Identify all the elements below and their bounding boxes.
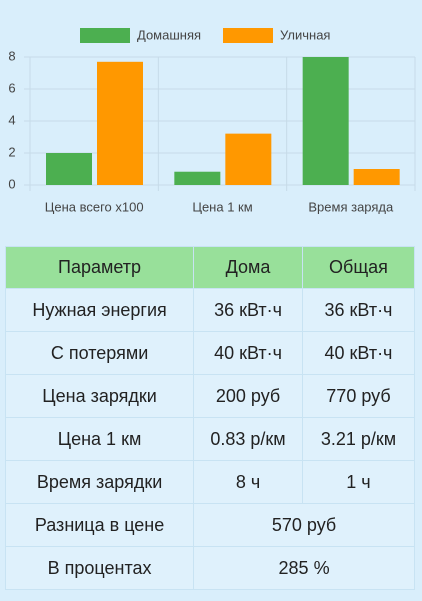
table-cell: Цена 1 км — [4, 417, 195, 461]
table-row: В процентах 285 % — [4, 546, 415, 590]
table-row: Цена зарядки 200 руб 770 руб — [4, 374, 416, 418]
chart: 0 2 4 6 8 Домашняя Уличная Цена всего x100 Цена … — [8, 27, 416, 214]
bar — [174, 171, 221, 185]
y-tick-label: 4 — [8, 112, 15, 127]
table-body: Нужная энергия 36 кВт·ч 36 кВт·ч С потерями… — [4, 288, 416, 590]
x-tick-label: Время заряда — [308, 199, 394, 214]
table-cell: Разница в цене — [4, 503, 195, 547]
table-cell: 200 руб — [193, 374, 303, 418]
table-cell: С потерями — [4, 331, 195, 375]
table-row: Цена 1 км 0.83 р/км 3.21 р/км — [4, 417, 416, 461]
table-cell: 40 кВт·ч — [193, 331, 303, 375]
table-row: С потерями 40 кВт·ч 40 кВт·ч — [4, 331, 416, 375]
header-cell: Параметр — [4, 246, 195, 289]
table-cell: В процентах — [4, 546, 195, 590]
table-cell: 8 ч — [193, 460, 303, 504]
table-row: Разница в цене 570 руб — [4, 503, 415, 547]
table-cell: 1 ч — [301, 460, 416, 504]
y-tick-label: 8 — [8, 48, 15, 63]
table-cell: 570 руб — [193, 503, 415, 547]
bar — [302, 57, 349, 185]
legend-label: Домашняя — [137, 27, 201, 42]
x-tick-label: Цена всего x100 — [45, 199, 144, 214]
table-cell: Время зарядки — [4, 460, 195, 504]
x-tick-label: Цена 1 км — [192, 199, 252, 214]
comparison-table: Параметр Дома Общая Нужная энергия 36 кВт·ч… — [4, 246, 416, 590]
table-cell: 0.83 р/км — [193, 417, 303, 461]
header-cell: Общая — [301, 246, 416, 289]
bar — [97, 61, 143, 185]
y-tick-label: 0 — [8, 176, 15, 191]
table-cell: Цена зарядки — [4, 374, 195, 418]
header-row: Параметр Дома Общая — [4, 246, 416, 289]
header-cell: Дома — [193, 246, 303, 289]
y-tick-label: 6 — [8, 80, 15, 95]
bar — [46, 153, 92, 185]
legend-label: Уличная — [280, 27, 330, 42]
table-cell: 40 кВт·ч — [301, 331, 416, 375]
table-cell: 36 кВт·ч — [301, 288, 416, 332]
y-tick-label: 2 — [8, 144, 15, 159]
bar — [353, 169, 400, 185]
legend-swatch — [223, 28, 273, 43]
table-cell: 3.21 р/км — [301, 417, 416, 461]
bar — [225, 133, 272, 185]
legend-swatch — [80, 28, 130, 43]
table-cell: 285 % — [193, 546, 415, 590]
table-row: Нужная энергия 36 кВт·ч 36 кВт·ч — [4, 288, 416, 332]
table-cell: 36 кВт·ч — [193, 288, 303, 332]
table-cell: 770 руб — [301, 374, 416, 418]
table-cell: Нужная энергия — [4, 288, 195, 332]
